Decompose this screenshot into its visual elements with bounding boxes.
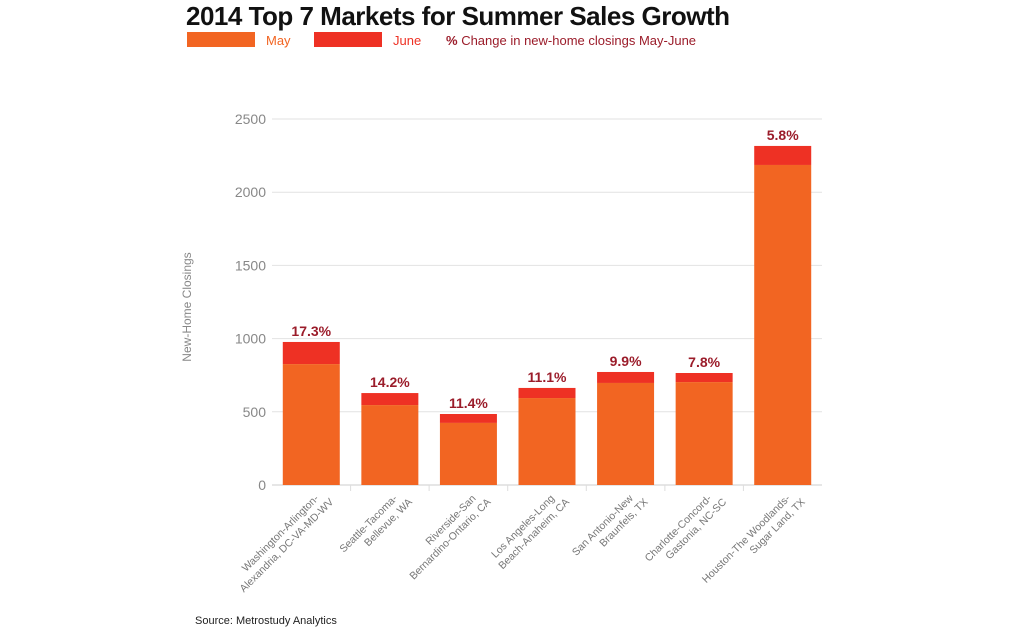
y-tick-label: 500: [243, 404, 267, 420]
legend-pct-change: % Change in new-home closings May-June: [446, 33, 696, 48]
bar-june: [282, 341, 340, 365]
source-note: Source: Metrostudy Analytics: [195, 615, 337, 627]
x-tick-label: Riverside-SanBernardino-Ontario, CA: [398, 487, 493, 582]
bar-may: [754, 164, 812, 485]
chart-title: 2014 Top 7 Markets for Summer Sales Grow…: [186, 1, 730, 31]
y-tick-label: 1500: [235, 257, 266, 273]
x-tick-label: San Antonio-NewBraunfels, TX: [570, 487, 651, 568]
x-tick-label-line: Alexandria, DC-VA-MD-WV: [238, 496, 337, 595]
bar-may: [675, 382, 733, 485]
bar-may: [361, 405, 419, 485]
data-label: 14.2%: [370, 374, 410, 390]
y-axis-label: New-Home Closings: [180, 252, 194, 361]
x-tick-label: Washington-Arlington-Alexandria, DC-VA-M…: [228, 487, 336, 595]
x-tick-label-line: Washington-Arlington-: [240, 492, 322, 574]
data-label: 17.3%: [291, 323, 331, 339]
legend-swatch-may: [187, 32, 255, 47]
legend-label-may: May: [266, 33, 291, 48]
x-tick-label-line: Bernardino-Ontario, CA: [407, 496, 493, 582]
data-label: 11.1%: [528, 369, 567, 385]
bar-may: [597, 382, 655, 485]
y-tick-label: 1000: [235, 331, 266, 347]
bar-june: [361, 393, 419, 406]
data-label: 5.8%: [767, 127, 799, 143]
y-tick-label: 2500: [235, 111, 266, 127]
x-tick-label: Los Angeles-LongBeach-Anaheim, CA: [487, 487, 572, 572]
bar-june: [439, 413, 497, 423]
y-tick-label: 0: [258, 477, 266, 493]
y-tick-label: 2000: [235, 184, 266, 200]
bar-june: [518, 387, 576, 399]
bar-june: [754, 145, 812, 165]
x-tick-label: Seattle-Tacoma-Bellevue, WA: [337, 487, 414, 564]
legend-swatch-june: [314, 32, 382, 47]
bar-may: [439, 422, 497, 485]
data-label: 9.9%: [610, 353, 642, 369]
bar-june: [675, 373, 733, 383]
legend-pct-label: Change in new-home closings May-June: [461, 33, 697, 48]
bar-may: [518, 398, 576, 485]
bar-june: [597, 371, 655, 383]
data-label: 7.8%: [688, 354, 720, 370]
data-label: 11.4%: [449, 395, 488, 411]
legend-label-june: June: [393, 33, 422, 48]
legend-pct-symbol: %: [446, 33, 458, 48]
bar-may: [282, 364, 340, 485]
